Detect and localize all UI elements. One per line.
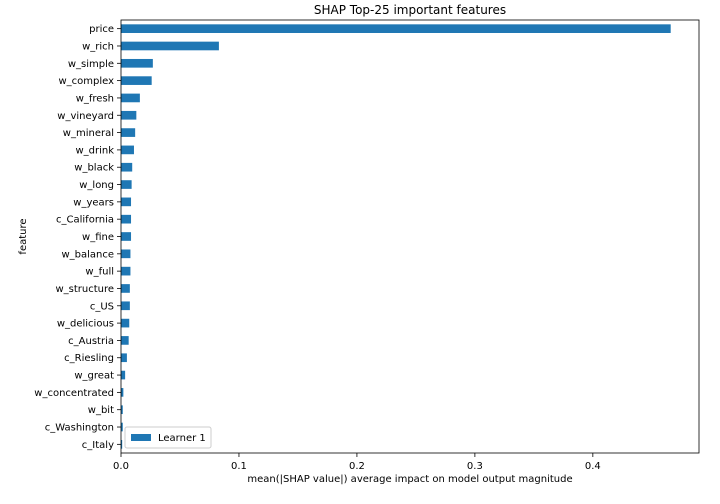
y-tick-label: c_Austria — [68, 336, 114, 347]
y-tick-label: w_delicious — [57, 319, 114, 330]
bar-w-mineral — [121, 128, 136, 137]
y-tick-label: c_Riesling — [64, 353, 114, 364]
bar-c-riesling — [121, 353, 127, 363]
bar-w-great — [121, 370, 126, 380]
bar-w-concentrated — [121, 388, 124, 397]
bar-c-italy — [121, 440, 123, 449]
y-tick-label: c_US — [90, 301, 114, 312]
bar-w-full — [121, 266, 131, 276]
legend-swatch-learner-1 — [131, 434, 151, 441]
bar-c-austria — [121, 336, 129, 345]
y-tick-label: w_mineral — [63, 128, 114, 139]
y-axis-ticks: price w_rich w_simple w_complex w_fresh w_vin… — [34, 24, 121, 451]
chart-title: SHAP Top-25 important features — [314, 3, 506, 17]
y-tick-label: w_great — [74, 371, 114, 382]
plot-frame — [120, 19, 700, 454]
y-tick-label: w_vineyard — [57, 111, 114, 122]
bar-w-delicious — [121, 318, 130, 328]
bar-c-california — [121, 214, 132, 224]
y-tick-label: w_bit — [88, 405, 114, 416]
y-tick-label: w_structure — [55, 284, 114, 295]
y-tick-label: c_California — [56, 215, 114, 226]
legend: Learner 1 — [124, 426, 212, 449]
y-tick-label: w_balance — [61, 249, 114, 260]
bar-w-bit — [121, 405, 123, 415]
bar-w-years — [121, 197, 132, 207]
y-tick-label: w_full — [85, 267, 114, 278]
x-tick-label: 0.1 — [231, 461, 247, 472]
bar-w-fine — [121, 232, 132, 241]
bar-w-fresh — [121, 93, 140, 103]
y-tick-label: w_fine — [82, 232, 114, 243]
bar-w-rich — [121, 41, 219, 51]
y-tick-label: c_Washington — [45, 423, 114, 434]
x-tick-label: 0.4 — [585, 461, 601, 472]
bar-w-vineyard — [121, 110, 137, 120]
bar-w-long — [121, 180, 132, 189]
y-axis-title: feature — [18, 218, 29, 254]
y-tick-label: w_long — [79, 180, 114, 191]
y-tick-label: price — [89, 24, 114, 35]
legend-box — [124, 426, 212, 449]
y-tick-label: w_concentrated — [34, 388, 114, 399]
bar-w-balance — [121, 249, 131, 259]
bar-w-simple — [121, 58, 153, 68]
x-tick-label: 0.2 — [349, 461, 365, 472]
y-tick-label: w_complex — [58, 76, 114, 87]
bar-price — [121, 24, 671, 33]
y-tick-label: w_rich — [82, 41, 114, 52]
x-tick-label: 0.0 — [113, 461, 129, 472]
x-axis-ticks: 0.0 0.1 0.2 0.3 0.4 — [113, 453, 601, 472]
bar-w-black — [121, 162, 133, 172]
y-tick-label: w_black — [74, 163, 114, 174]
bar-c-washington — [121, 422, 123, 432]
bar-w-structure — [121, 284, 130, 293]
bar-w-drink — [121, 145, 134, 155]
y-tick-label: c_Italy — [82, 440, 114, 451]
y-tick-label: w_fresh — [76, 93, 114, 104]
y-tick-label: w_simple — [68, 59, 114, 70]
bar-c-us — [121, 301, 130, 311]
x-tick-label: 0.3 — [467, 461, 483, 472]
y-tick-label: w_drink — [75, 145, 114, 156]
x-axis-title: mean(|SHAP value|) average impact on mod… — [247, 474, 572, 485]
bars-group — [121, 24, 671, 449]
y-tick-label: w_years — [73, 197, 114, 208]
bar-w-complex — [121, 76, 152, 85]
legend-label-learner-1: Learner 1 — [158, 433, 206, 444]
